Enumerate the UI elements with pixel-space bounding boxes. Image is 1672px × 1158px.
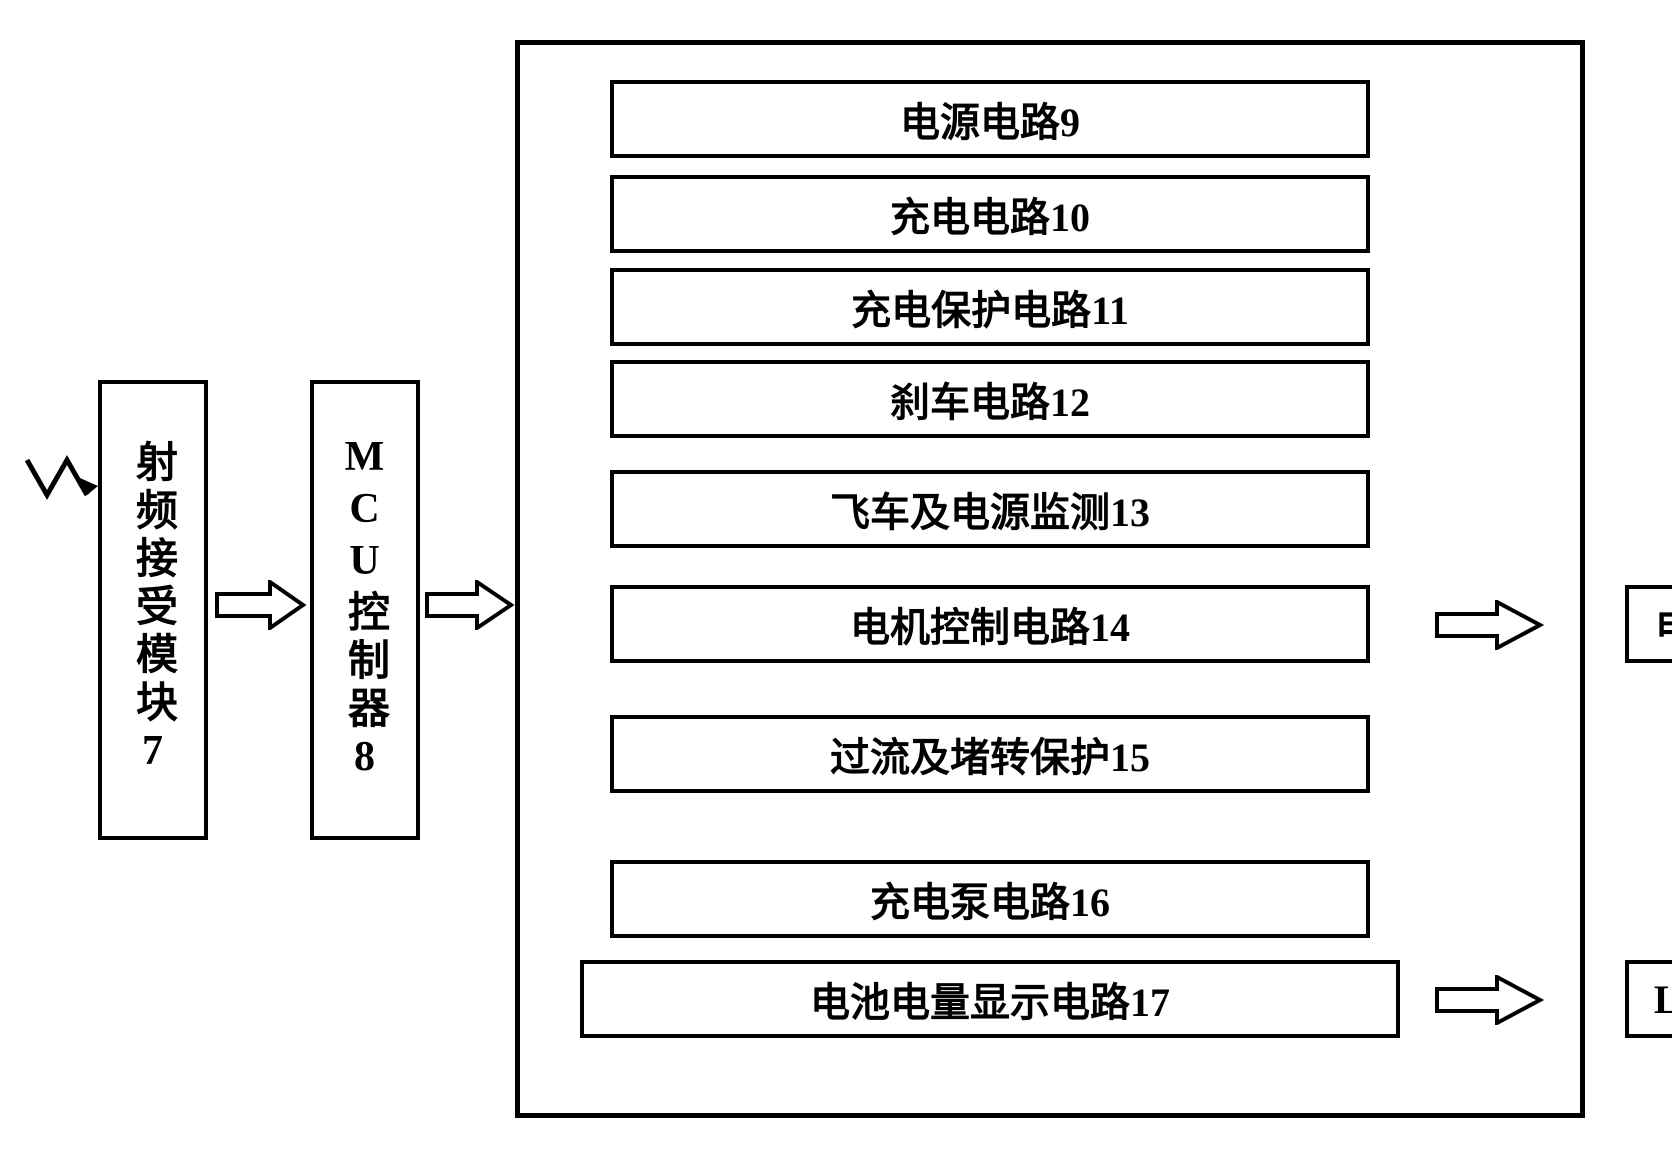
charge-protect-label: 充电保护电路11 [851, 278, 1129, 336]
led-label: LED18 [1654, 976, 1672, 1023]
charge-circuit-label: 充电电路10 [890, 185, 1090, 243]
battery-to-led-arrow [1435, 975, 1545, 1025]
brake-circuit-label: 刹车电路12 [890, 370, 1090, 428]
battery-display-label: 电池电量显示电路17 [810, 970, 1170, 1028]
motor-control-to-motor-arrow [1435, 600, 1545, 650]
mcu-controller-label: MCU控制器8 [335, 434, 396, 786]
rf-to-mcu-arrow [215, 580, 307, 630]
mcu-controller-block: MCU控制器8 [310, 380, 420, 840]
charge-circuit-block: 充电电路10 [610, 175, 1370, 253]
overcurrent-protect-label: 过流及堵转保护15 [830, 725, 1150, 783]
battery-display-block: 电池电量显示电路17 [580, 960, 1400, 1038]
charge-pump-block: 充电泵电路16 [610, 860, 1370, 938]
charge-pump-label: 充电泵电路16 [870, 870, 1110, 928]
overcurrent-protect-block: 过流及堵转保护15 [610, 715, 1370, 793]
signal-in-arrow [22, 450, 100, 510]
runaway-monitor-label: 飞车及电源监测13 [830, 480, 1150, 538]
led-block: LED18 [1625, 960, 1672, 1038]
power-circuit-block: 电源电路9 [610, 80, 1370, 158]
rf-receiver-label: 射频接受模块7 [123, 440, 184, 780]
mcu-to-container-arrow [425, 580, 515, 630]
runaway-monitor-block: 飞车及电源监测13 [610, 470, 1370, 548]
motor-label: 电机19 [1655, 595, 1672, 653]
motor-control-block: 电机控制电路14 [610, 585, 1370, 663]
motor-control-label: 电机控制电路14 [850, 595, 1130, 653]
motor-block: 电机19 [1625, 585, 1672, 663]
block-diagram: 射频接受模块7 MCU控制器8 电源电路9 充电电路10 充电保护电路11 刹车… [20, 20, 1672, 1138]
power-circuit-label: 电源电路9 [900, 90, 1080, 148]
charge-protect-block: 充电保护电路11 [610, 268, 1370, 346]
brake-circuit-block: 刹车电路12 [610, 360, 1370, 438]
rf-receiver-block: 射频接受模块7 [98, 380, 208, 840]
